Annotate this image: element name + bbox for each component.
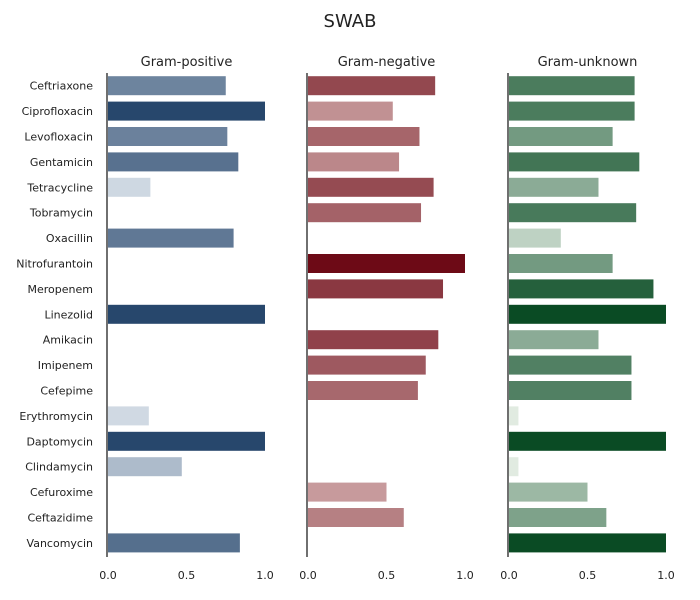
- bar: [509, 279, 654, 299]
- bar: [108, 533, 240, 553]
- bar: [509, 381, 632, 400]
- bar: [108, 406, 149, 426]
- bar: [509, 177, 599, 197]
- bar: [108, 431, 265, 451]
- bar: [308, 101, 393, 121]
- bar: [108, 127, 228, 146]
- bar: [308, 152, 400, 172]
- bar: [308, 381, 418, 400]
- bar: [509, 482, 588, 502]
- bar: [509, 330, 599, 350]
- bar: [509, 508, 607, 527]
- y-tick-label: Ceftazidime: [27, 512, 93, 525]
- bar: [108, 101, 265, 121]
- bar: [509, 304, 666, 324]
- panel-gram-negative: Gram-negative 0.0 0.5 1.0: [299, 55, 474, 582]
- y-tick-label: Erythromycin: [19, 410, 93, 423]
- bar: [108, 228, 234, 248]
- y-tick-label: Clindamycin: [25, 461, 93, 474]
- bar: [308, 355, 426, 375]
- bar: [108, 304, 265, 324]
- y-tick-label: Ciprofloxacin: [22, 105, 93, 118]
- x-tick-label: 1.0: [256, 569, 274, 582]
- y-tick-label: Levofloxacin: [24, 131, 93, 144]
- y-tick-label: Ceftriaxone: [30, 80, 94, 93]
- x-tick-label: 0.0: [500, 569, 518, 582]
- bar: [509, 254, 613, 273]
- y-tick-label: Nitrofurantoin: [16, 258, 93, 271]
- bar: [308, 254, 465, 273]
- bar: [108, 177, 151, 197]
- y-tick-label: Daptomycin: [26, 435, 93, 448]
- x-tick-label: 1.0: [657, 569, 675, 582]
- x-tick-label: 0.0: [299, 569, 317, 582]
- bar: [308, 330, 439, 350]
- bar: [108, 457, 182, 477]
- bar: [509, 101, 635, 121]
- bar: [509, 76, 635, 96]
- bar: [509, 152, 640, 172]
- y-tick-label: Oxacillin: [46, 232, 93, 245]
- y-tick-label: Amikacin: [43, 334, 93, 347]
- chart-title: SWAB: [324, 11, 377, 32]
- bar: [509, 406, 519, 426]
- panel-gram-unknown: Gram-unknown 0.0 0.5 1.0: [500, 55, 675, 582]
- bar: [308, 127, 420, 146]
- bar: [308, 482, 387, 502]
- bar: [509, 203, 637, 223]
- y-tick-label: Tobramycin: [29, 207, 93, 220]
- y-tick-label: Meropenem: [28, 283, 93, 296]
- bar: [509, 533, 666, 553]
- x-tick-label: 0.5: [378, 569, 396, 582]
- bar: [108, 152, 239, 172]
- panel-title: Gram-positive: [141, 55, 233, 70]
- panels: Gram-positive 0.0 0.5 1.0 Gram-negative 0.0 0.…: [99, 55, 675, 582]
- bar: [108, 76, 226, 96]
- bar: [308, 76, 436, 96]
- bar: [509, 228, 561, 248]
- x-tick-label: 0.5: [178, 569, 196, 582]
- y-tick-label: Linezolid: [44, 308, 93, 321]
- y-tick-label: Cefuroxime: [30, 486, 93, 499]
- panel-title: Gram-negative: [338, 55, 436, 70]
- y-tick-label: Imipenem: [38, 359, 93, 372]
- y-tick-label: Tetracycline: [26, 181, 93, 194]
- y-tick-label: Vancomycin: [27, 537, 93, 550]
- y-axis-labels: Ceftriaxone Ciprofloxacin Levofloxacin Gent…: [16, 80, 93, 550]
- bar: [509, 127, 613, 146]
- panel-title: Gram-unknown: [538, 55, 638, 70]
- y-tick-label: Gentamicin: [30, 156, 93, 169]
- x-tick-label: 0.5: [579, 569, 597, 582]
- bar: [308, 279, 444, 299]
- bar: [308, 203, 422, 223]
- bar: [509, 355, 632, 375]
- bar: [308, 177, 434, 197]
- bar: [509, 457, 519, 477]
- y-tick-label: Cefepime: [40, 385, 93, 398]
- panel-gram-positive: Gram-positive 0.0 0.5 1.0: [99, 55, 274, 582]
- x-tick-label: 1.0: [456, 569, 474, 582]
- bar: [509, 431, 666, 451]
- bar: [308, 508, 404, 527]
- x-tick-label: 0.0: [99, 569, 117, 582]
